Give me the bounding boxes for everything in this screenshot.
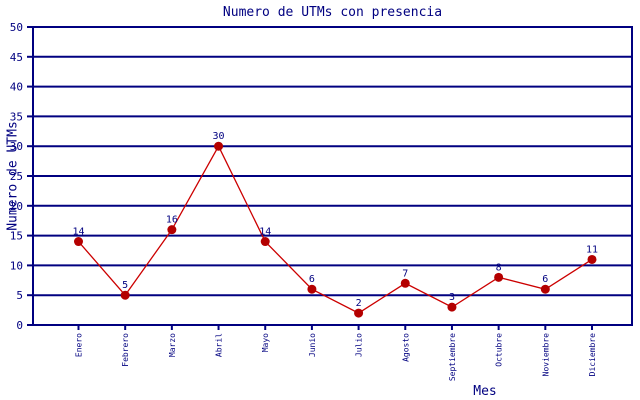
x-tick-label: Julio (355, 333, 364, 357)
data-point-label: 8 (496, 262, 502, 273)
data-point-label: 14 (259, 227, 271, 238)
data-point (74, 237, 83, 247)
data-point (447, 302, 457, 312)
x-axis-title: Mes (473, 384, 497, 399)
y-tick-label: 5 (16, 289, 23, 302)
x-tick-label: Agosto (401, 333, 410, 362)
y-tick-label: 45 (10, 51, 23, 64)
y-tick-label: 30 (10, 140, 23, 153)
data-point-label: 6 (309, 274, 315, 285)
y-tick-label: 25 (10, 170, 23, 183)
x-tick-label: Febrero (121, 333, 130, 367)
y-tick-label: 20 (10, 200, 23, 213)
data-point (167, 225, 177, 235)
data-point (540, 284, 550, 294)
data-point (494, 272, 504, 282)
data-point (260, 237, 270, 247)
x-tick-label: Enero (75, 333, 84, 357)
data-line (78, 144, 593, 314)
x-tick-label: Octubre (495, 333, 504, 367)
x-tick-label: Abril (215, 333, 224, 357)
data-point-label: 7 (402, 268, 408, 279)
data-point-label: 2 (356, 298, 362, 309)
x-tick-label: Marzo (168, 333, 177, 357)
x-tick-label: Septiembre (448, 333, 457, 381)
data-point (307, 284, 317, 294)
x-tick-label: Mayo (261, 333, 270, 352)
chart-title: Numero de UTMs con presencia (222, 5, 443, 20)
x-tick-label: Diciembre (588, 333, 597, 377)
data-point-label: 14 (72, 227, 84, 238)
data-point-label: 16 (166, 215, 178, 226)
y-tick-label: 15 (10, 230, 23, 243)
data-point-label: 6 (542, 274, 548, 285)
data-point (354, 308, 364, 318)
data-point (587, 254, 597, 264)
y-tick-label: 40 (10, 81, 23, 94)
data-point-label: 30 (213, 131, 225, 142)
data-point (400, 278, 410, 288)
x-tick-label: Noviembre (541, 333, 550, 377)
y-tick-label: 10 (10, 259, 23, 272)
data-point-label: 3 (449, 292, 455, 303)
x-tick-label: Junio (308, 333, 317, 357)
y-tick-label: 0 (16, 319, 23, 332)
data-point-label: 5 (122, 280, 128, 291)
y-tick-label: 35 (10, 110, 23, 123)
data-point (214, 141, 224, 151)
y-tick-label: 50 (10, 21, 23, 34)
data-point-label: 11 (586, 244, 598, 255)
data-point (120, 290, 130, 300)
